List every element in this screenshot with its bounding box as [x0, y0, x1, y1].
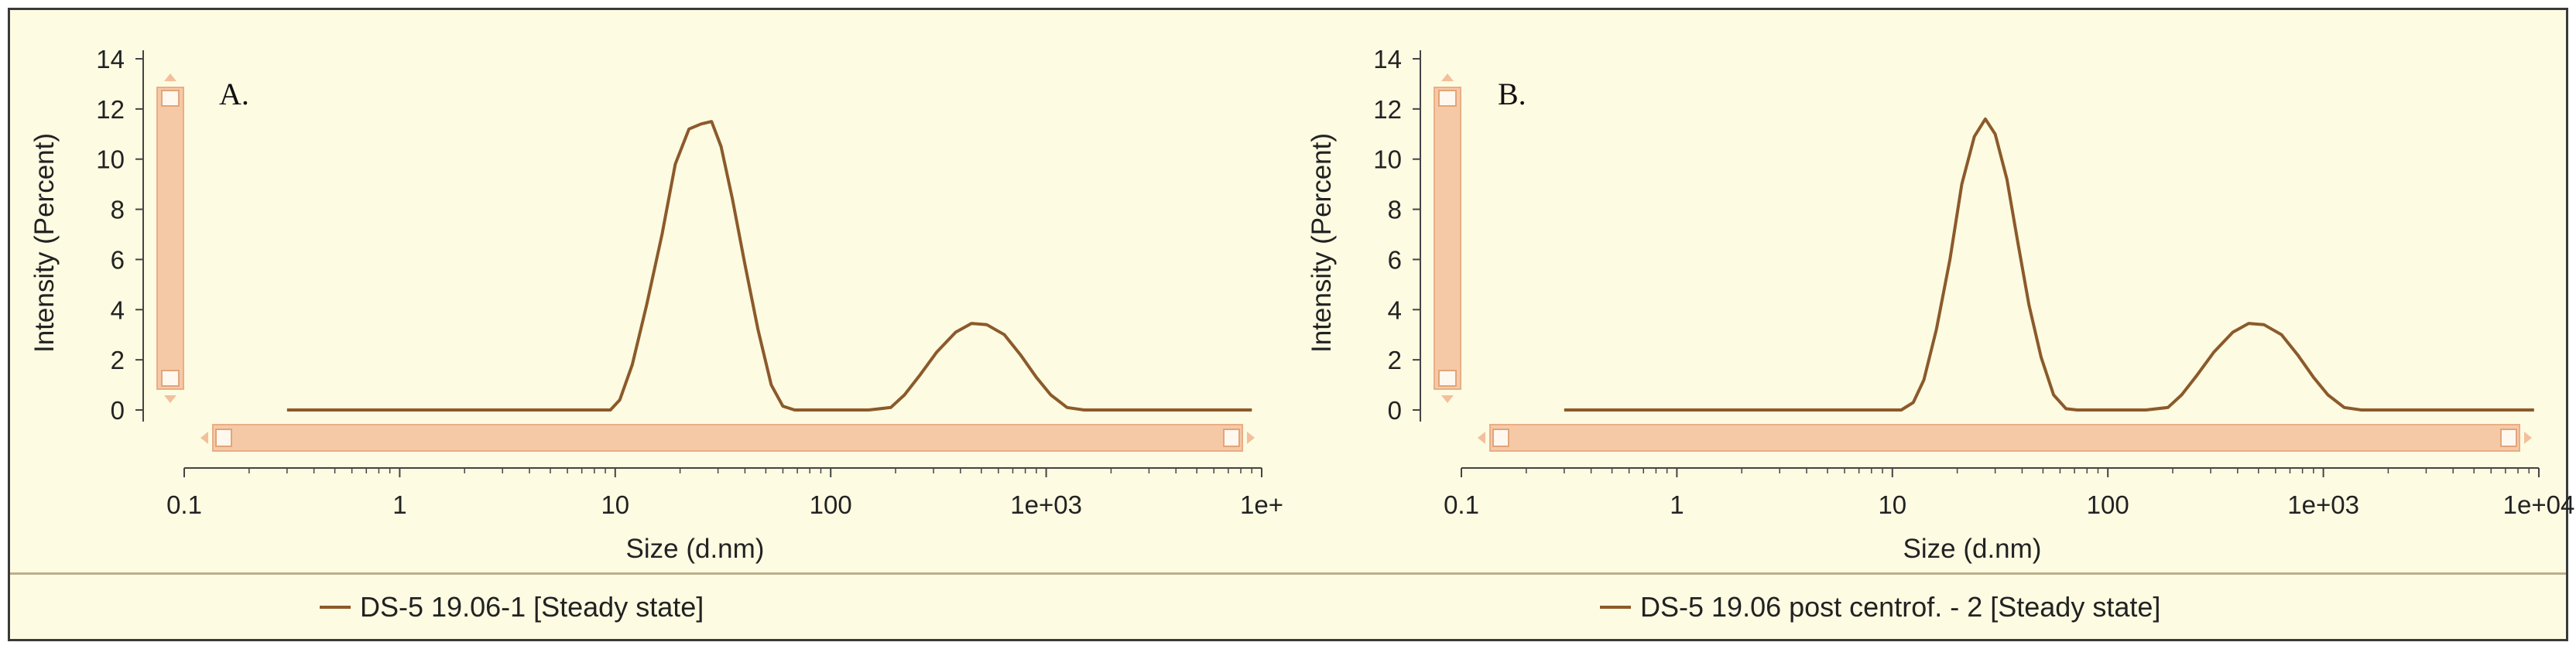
x-tick-label: 10	[1878, 490, 1906, 519]
y-tick-label: 4	[1388, 295, 1402, 324]
y-tick-label: 4	[111, 295, 125, 324]
scrollbar-handle-bottom	[161, 370, 180, 387]
scroll-left-arrow	[200, 432, 208, 444]
y-tick-label: 10	[96, 145, 125, 174]
y-tick-label: 6	[111, 245, 125, 274]
x-axis-title: Size (d.nm)	[1903, 534, 2042, 564]
chart-a-svg: A. Size (d.nm) Intensity (Percent) DS-5 …	[29, 45, 1283, 623]
y-tick-label: 14	[1373, 45, 1402, 73]
y-tick-label: 12	[96, 95, 125, 124]
scroll-down-arrow	[1441, 395, 1454, 403]
y-tick-label: 6	[1388, 245, 1402, 274]
x-tick-label: 1e+04	[2503, 490, 2575, 519]
chart-panel-b: B. Size (d.nm) Intensity (Percent) DS-5 …	[1287, 10, 2574, 641]
x-tick-label: 0.1	[166, 490, 202, 519]
x-tick-label: 1e+03	[2287, 490, 2359, 519]
x-tick-label: 100	[810, 490, 852, 519]
y-tick-label: 10	[1373, 145, 1402, 174]
vertical-scrollbar	[156, 87, 184, 390]
scroll-right-arrow	[2524, 432, 2532, 444]
scroll-down-arrow	[164, 395, 176, 403]
series-line	[1564, 117, 2534, 412]
y-axis-title: Intensity (Percent)	[29, 133, 60, 353]
horizontal-scrollbar	[212, 424, 1243, 452]
y-tick-label: 2	[111, 346, 125, 374]
scrollbar-handle-left	[215, 429, 232, 447]
scrollbar-handle-right	[2500, 429, 2517, 447]
y-tick-label: 0	[1388, 396, 1402, 425]
scroll-up-arrow	[1441, 73, 1454, 81]
series-line	[286, 120, 1252, 412]
x-tick-label: 100	[2087, 490, 2129, 519]
x-tick-label: 0.1	[1444, 490, 1479, 519]
x-tick-label: 1	[392, 490, 406, 519]
x-tick-label: 10	[601, 490, 629, 519]
y-tick-label: 8	[1388, 196, 1402, 224]
legend-label: DS-5 19.06 post centrof. - 2 [Steady sta…	[1640, 591, 2160, 623]
scrollbar-handle-bottom	[1438, 370, 1457, 387]
scrollbar-handle-right	[1223, 429, 1240, 447]
legend-label: DS-5 19.06-1 [Steady state]	[360, 591, 704, 623]
legend-divider	[10, 572, 2566, 575]
x-axis-title: Size (d.nm)	[626, 534, 765, 564]
horizontal-scrollbar	[1489, 424, 2520, 452]
panel-label: B.	[1498, 77, 1526, 111]
y-axis-title: Intensity (Percent)	[1307, 133, 1337, 353]
vertical-scrollbar	[1434, 87, 1461, 390]
scroll-left-arrow	[1478, 432, 1485, 444]
chart-b-svg: B. Size (d.nm) Intensity (Percent) DS-5 …	[1307, 45, 2574, 623]
x-tick-label: 1e+	[1240, 490, 1283, 519]
x-tick-label: 1	[1670, 490, 1684, 519]
y-tick-label: 12	[1373, 95, 1402, 124]
y-tick-label: 8	[111, 196, 125, 224]
scrollbar-handle-left	[1492, 429, 1509, 447]
scrollbar-handle-top	[1438, 90, 1457, 107]
scroll-right-arrow	[1247, 432, 1255, 444]
chart-figure: A. Size (d.nm) Intensity (Percent) DS-5 …	[8, 8, 2574, 641]
scrollbar-handle-top	[161, 90, 180, 107]
y-tick-label: 2	[1388, 346, 1402, 374]
y-tick-label: 0	[111, 396, 125, 425]
x-tick-label: 1e+03	[1010, 490, 1082, 519]
scroll-up-arrow	[164, 73, 176, 81]
y-tick-label: 14	[96, 45, 125, 73]
panel-label: A.	[219, 77, 249, 111]
chart-panel-a: A. Size (d.nm) Intensity (Percent) DS-5 …	[10, 10, 1287, 641]
